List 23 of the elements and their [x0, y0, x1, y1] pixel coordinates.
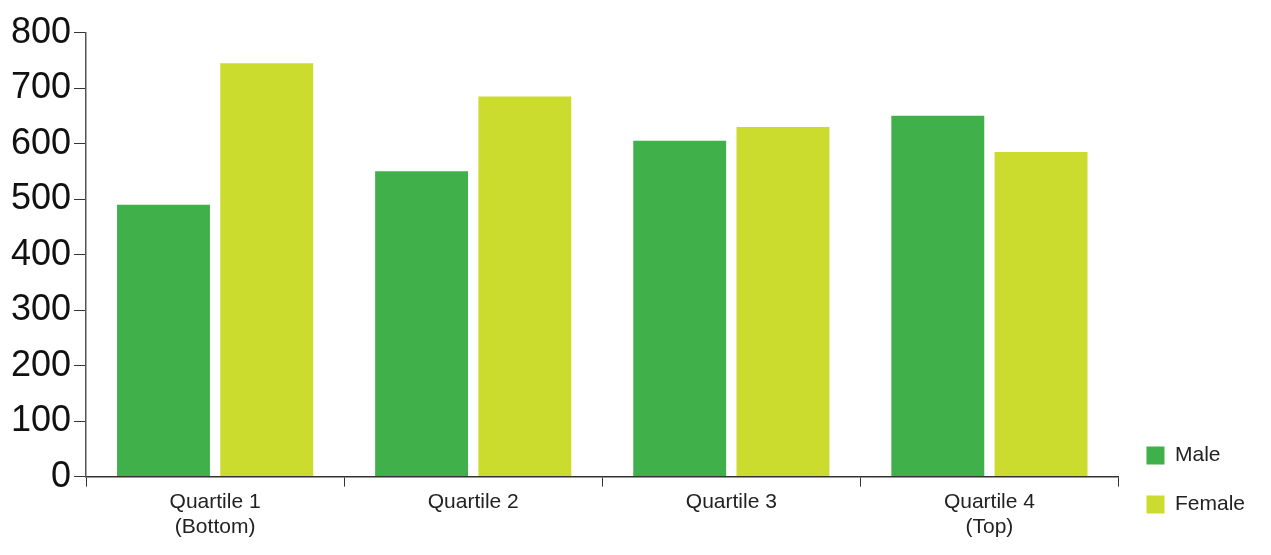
y-tick-label: 400	[10, 231, 72, 273]
bar	[478, 96, 572, 477]
bar	[117, 204, 210, 477]
y-tick-label: 100	[10, 398, 72, 440]
y-tick-label: 300	[10, 287, 72, 329]
bar	[994, 151, 1088, 477]
bar	[736, 126, 830, 477]
y-tick-label: 200	[10, 342, 72, 384]
bar	[633, 140, 727, 477]
x-tick-label: Quartile 2	[427, 489, 519, 512]
x-tick-label: Quartile 4 (Top)	[943, 489, 1036, 538]
x-tick-label: Quartile 3	[685, 489, 777, 512]
x-tick-label: Quartile 1 (Bottom)	[169, 489, 261, 538]
y-tick-label: 800	[10, 9, 72, 51]
bar	[891, 115, 985, 477]
y-tick-label: 700	[10, 65, 72, 107]
bar	[375, 171, 469, 477]
y-tick-label: 0	[51, 453, 72, 495]
legend-label: Male	[1174, 442, 1221, 466]
legend-label: Female	[1174, 491, 1246, 515]
y-tick-label: 600	[10, 120, 72, 162]
bar	[220, 63, 314, 477]
y-tick-label: 500	[10, 176, 72, 218]
